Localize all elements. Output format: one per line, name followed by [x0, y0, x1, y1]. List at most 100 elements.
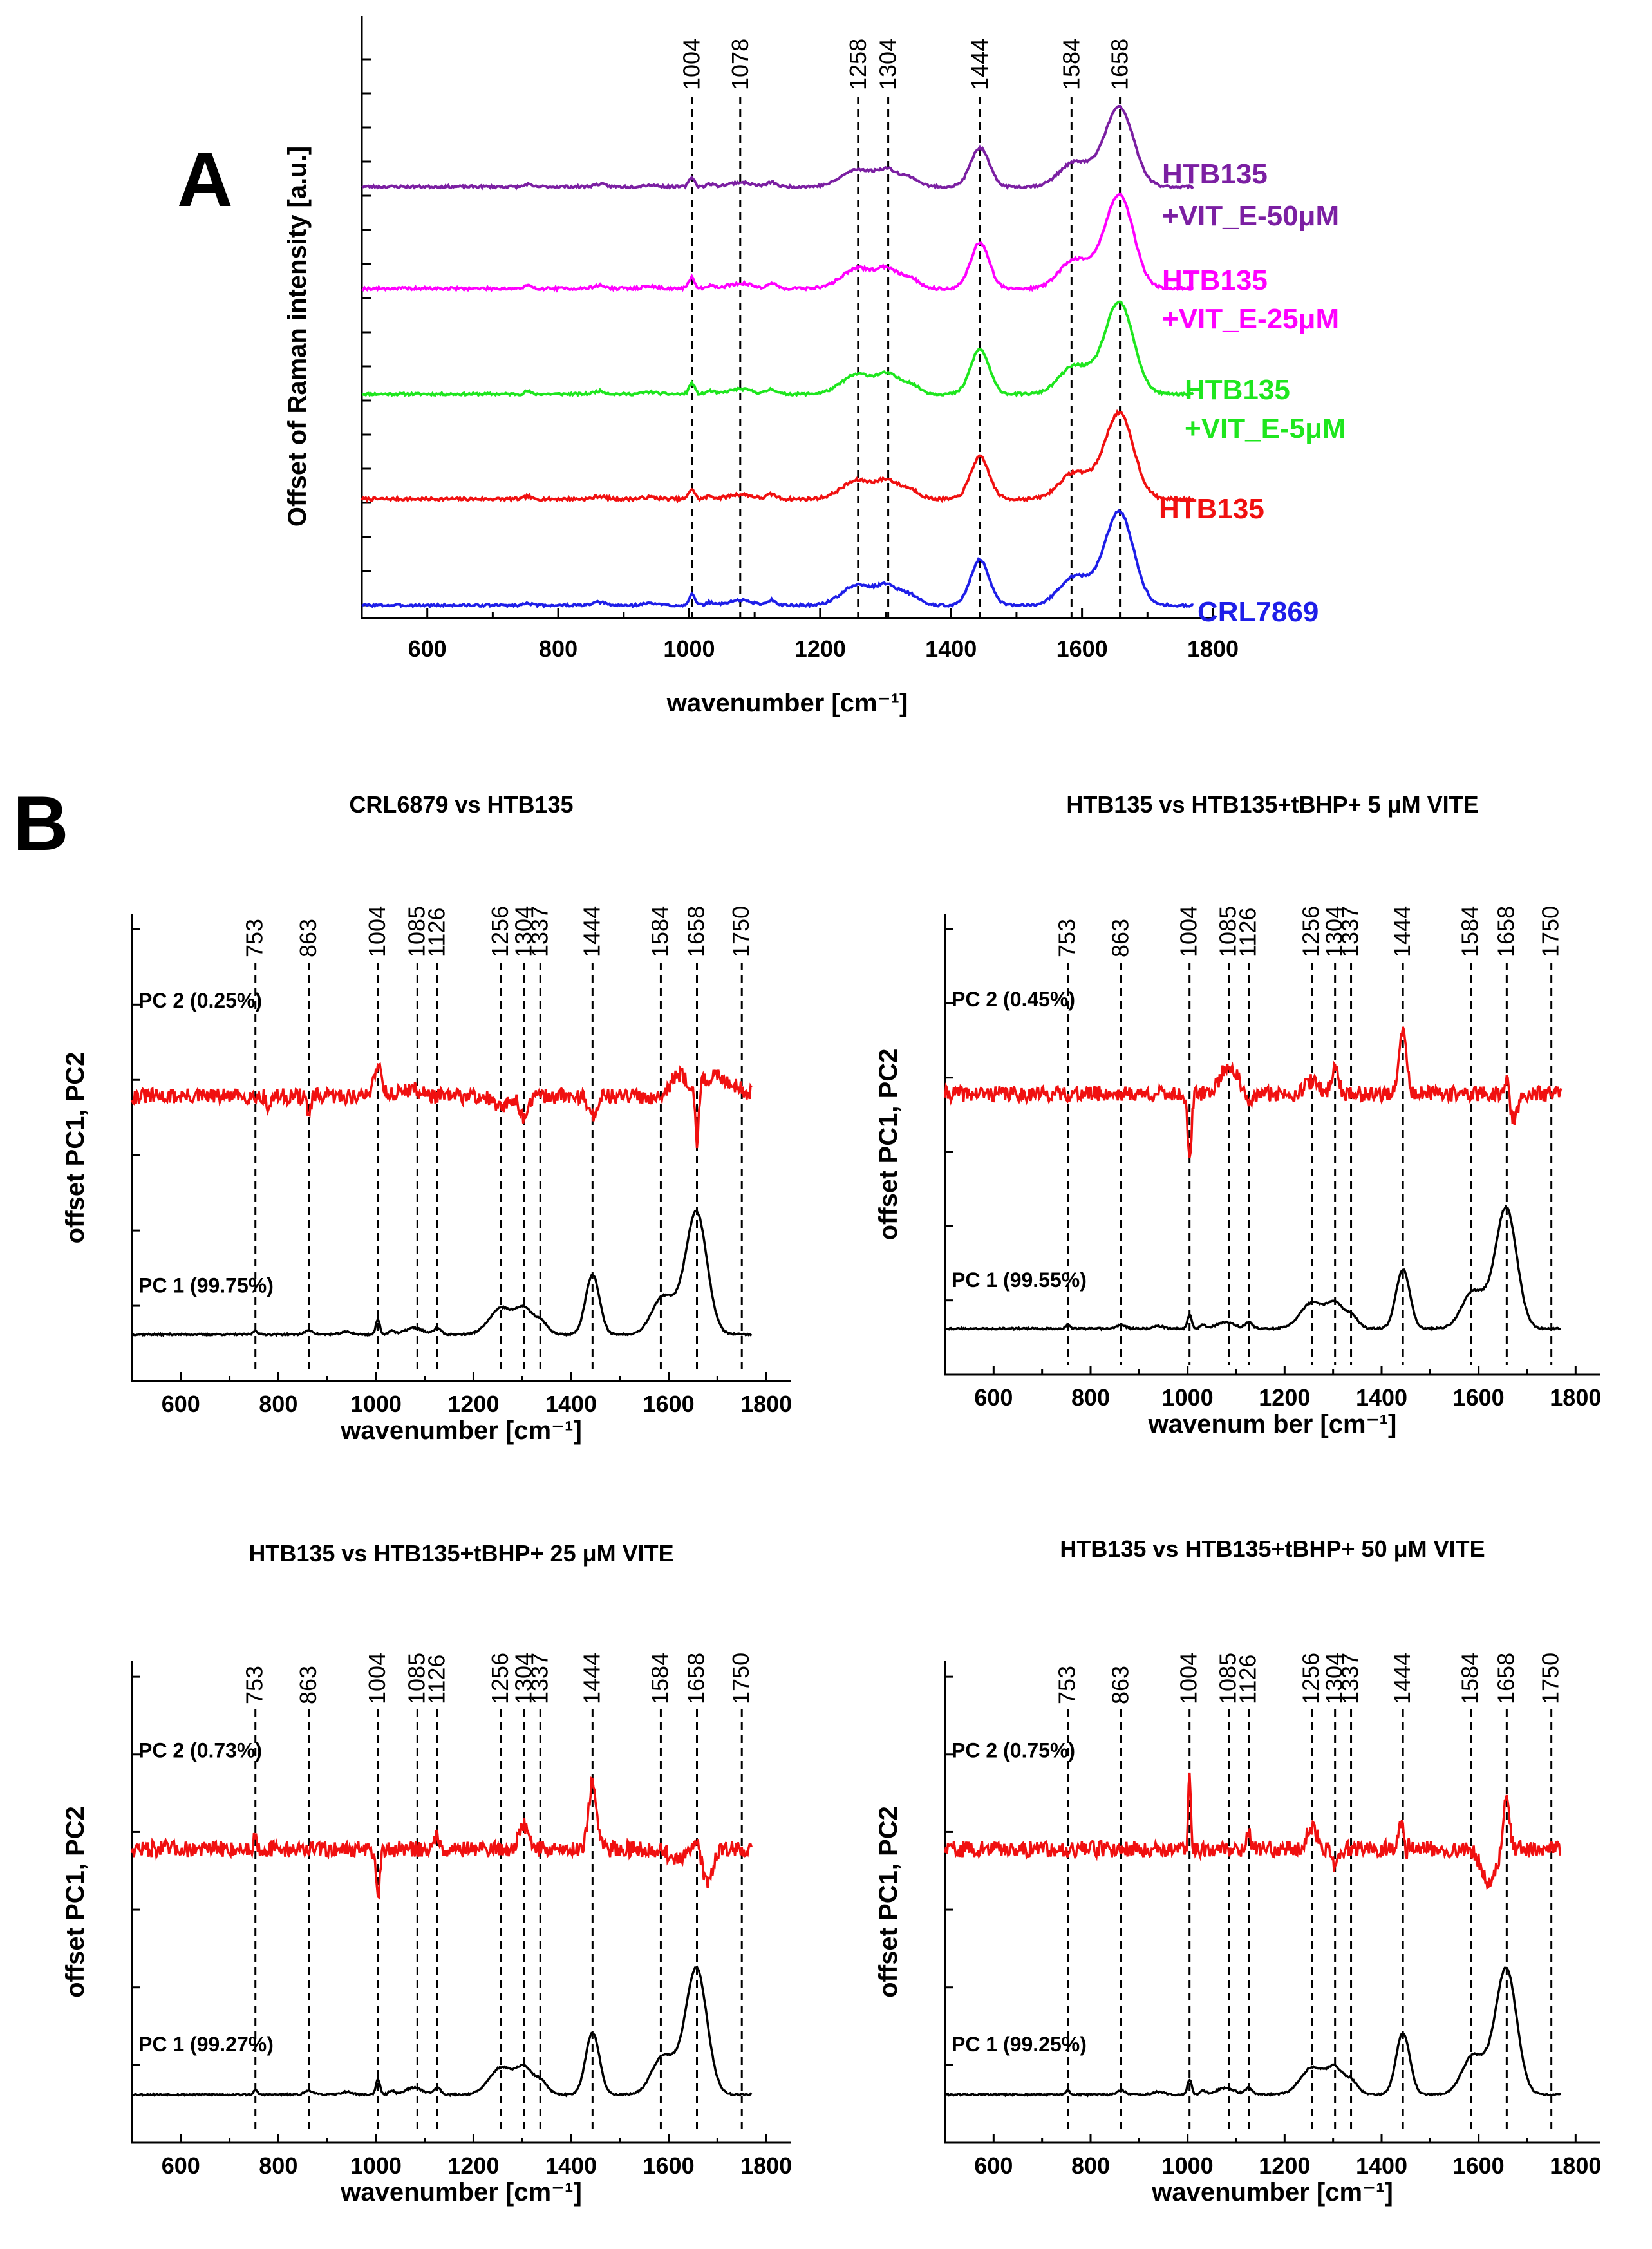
x-tick-label: 800 [1071, 1384, 1110, 1411]
x-tick-label: 800 [259, 2152, 297, 2179]
series-line [944, 1966, 1562, 2098]
x-axis-label: wavenumber [cm⁻¹] [340, 2178, 582, 2207]
x-tick-label: 1600 [643, 1391, 695, 1417]
x-tick-label: 600 [408, 635, 447, 662]
peak-label: 1085 [403, 906, 429, 957]
pc-label: PC 2 (0.73%) [138, 1739, 262, 1762]
peak-label: 1750 [1537, 906, 1564, 957]
x-tick-label: 1600 [1453, 2152, 1505, 2179]
peak-label: 1337 [1337, 906, 1364, 957]
peak-label: 1444 [1389, 1653, 1415, 1704]
series-line [361, 409, 1195, 504]
axes [131, 914, 791, 1382]
x-tick-label: 1200 [1259, 2152, 1310, 2179]
x-tick-label: 1800 [1550, 2152, 1601, 2179]
peak-label: 1085 [403, 1653, 429, 1704]
axes [361, 16, 1213, 619]
x-tick-label: 1800 [1550, 1384, 1601, 1411]
series-line [131, 1776, 753, 1900]
series-line [361, 104, 1194, 191]
peak-label: 1584 [646, 906, 673, 957]
peak-label: 1444 [578, 906, 605, 957]
series-label: +VIT_E-5μM [1185, 413, 1346, 444]
pc-label: PC 2 (0.75%) [952, 1739, 1075, 1762]
peak-label: 863 [295, 919, 321, 957]
pc-label: PC 1 (99.55%) [952, 1268, 1087, 1292]
peak-label: 1444 [966, 39, 993, 90]
y-axis-label: offset PC1, PC2 [874, 1049, 903, 1241]
peak-label: 1126 [1235, 1655, 1261, 1704]
peak-label: 1004 [364, 906, 390, 957]
pc-label: PC 2 (0.45%) [952, 988, 1075, 1011]
peak-label: 1304 [510, 1653, 536, 1704]
x-tick-label: 1000 [350, 2152, 402, 2179]
pc-label: PC 1 (99.75%) [138, 1274, 274, 1297]
peak-label: 1085 [1215, 906, 1241, 957]
x-tick-label: 1000 [350, 1391, 402, 1417]
axes [944, 914, 1600, 1376]
peak-label: 1078 [727, 39, 753, 90]
x-tick-label: 1200 [447, 1391, 499, 1417]
x-tick-label: 1000 [1162, 2152, 1214, 2179]
peak-label: 863 [1107, 1666, 1133, 1704]
series-line [944, 1026, 1563, 1158]
peak-label: 1004 [364, 1653, 390, 1704]
x-tick-label: 1600 [643, 2152, 695, 2179]
x-tick-label: 800 [259, 1391, 297, 1417]
chart-title: HTB135 vs HTB135+tBHP+ 25 μM VITE [249, 1540, 673, 1567]
series-line [131, 1209, 753, 1337]
pc-label: PC 1 (99.25%) [952, 2033, 1087, 2056]
chart-title: CRL6879 vs HTB135 [349, 791, 573, 818]
x-tick-label: 1800 [1187, 635, 1239, 662]
x-tick-label: 1800 [740, 1391, 792, 1417]
panel-letter-a: A [177, 136, 233, 223]
x-tick-label: 1200 [794, 635, 846, 662]
peak-label: 1658 [1492, 906, 1519, 957]
peak-label: 1256 [487, 906, 513, 957]
peak-label: 753 [1054, 919, 1080, 957]
x-tick-label: 800 [539, 635, 577, 662]
peak-label: 1444 [578, 1653, 605, 1704]
x-tick-label: 1400 [1356, 1384, 1407, 1411]
x-axis-label: wavenumber [cm⁻¹] [340, 1416, 582, 1445]
peak-label: 1256 [1298, 1653, 1324, 1704]
series-label: HTB135 [1159, 493, 1264, 525]
peak-label: 1304 [1321, 1653, 1347, 1704]
x-tick-label: 1400 [925, 635, 977, 662]
x-tick-label: 1400 [1356, 2152, 1407, 2179]
x-axis-label: wavenum ber [cm⁻¹] [1148, 1410, 1397, 1438]
peak-label: 1658 [683, 906, 709, 957]
peak-label: 1750 [727, 1653, 754, 1704]
y-axis-label: offset PC1, PC2 [874, 1806, 903, 1998]
series-line [944, 1772, 1561, 1890]
pc-label: PC 2 (0.25%) [138, 989, 262, 1012]
peak-label: 1658 [683, 1653, 709, 1704]
peak-label: 1256 [487, 1653, 513, 1704]
peak-label: 1304 [510, 906, 536, 957]
y-axis-label: offset PC1, PC2 [61, 1806, 89, 1998]
axes [131, 1661, 791, 2144]
peak-label: 1256 [1298, 906, 1324, 957]
axes [944, 1661, 1600, 2144]
peak-label: 1584 [1058, 39, 1084, 90]
series-label: HTB135 [1162, 265, 1268, 296]
chart-title: HTB135 vs HTB135+tBHP+ 5 μM VITE [1066, 791, 1478, 818]
chart-b4: HTB135 vs HTB135+tBHP+ 50 μM VITE 600 800 1… [874, 1536, 1601, 2207]
peak-label: 1337 [526, 906, 552, 957]
peak-label: 753 [241, 1666, 268, 1704]
peak-label: 1750 [727, 906, 754, 957]
x-tick-label: 1000 [663, 635, 715, 662]
panel-letter-b: B [13, 780, 69, 867]
x-tick-label: 600 [162, 2152, 200, 2179]
series-label: HTB135 [1162, 158, 1268, 190]
peak-label: 1126 [1235, 908, 1261, 957]
peak-label: 1304 [875, 39, 901, 90]
peak-label: 1085 [1215, 1653, 1241, 1704]
series-line [944, 1204, 1561, 1332]
chart-a: 600 800 1000 1200 1400 1600 1800 wavenumber [cm… [283, 16, 1346, 717]
x-tick-label: 1600 [1056, 635, 1108, 662]
peak-label: 1304 [1321, 906, 1347, 957]
x-tick-label: 1000 [1162, 1384, 1214, 1411]
peak-label: 1658 [1492, 1653, 1519, 1704]
x-tick-label: 800 [1071, 2152, 1110, 2179]
